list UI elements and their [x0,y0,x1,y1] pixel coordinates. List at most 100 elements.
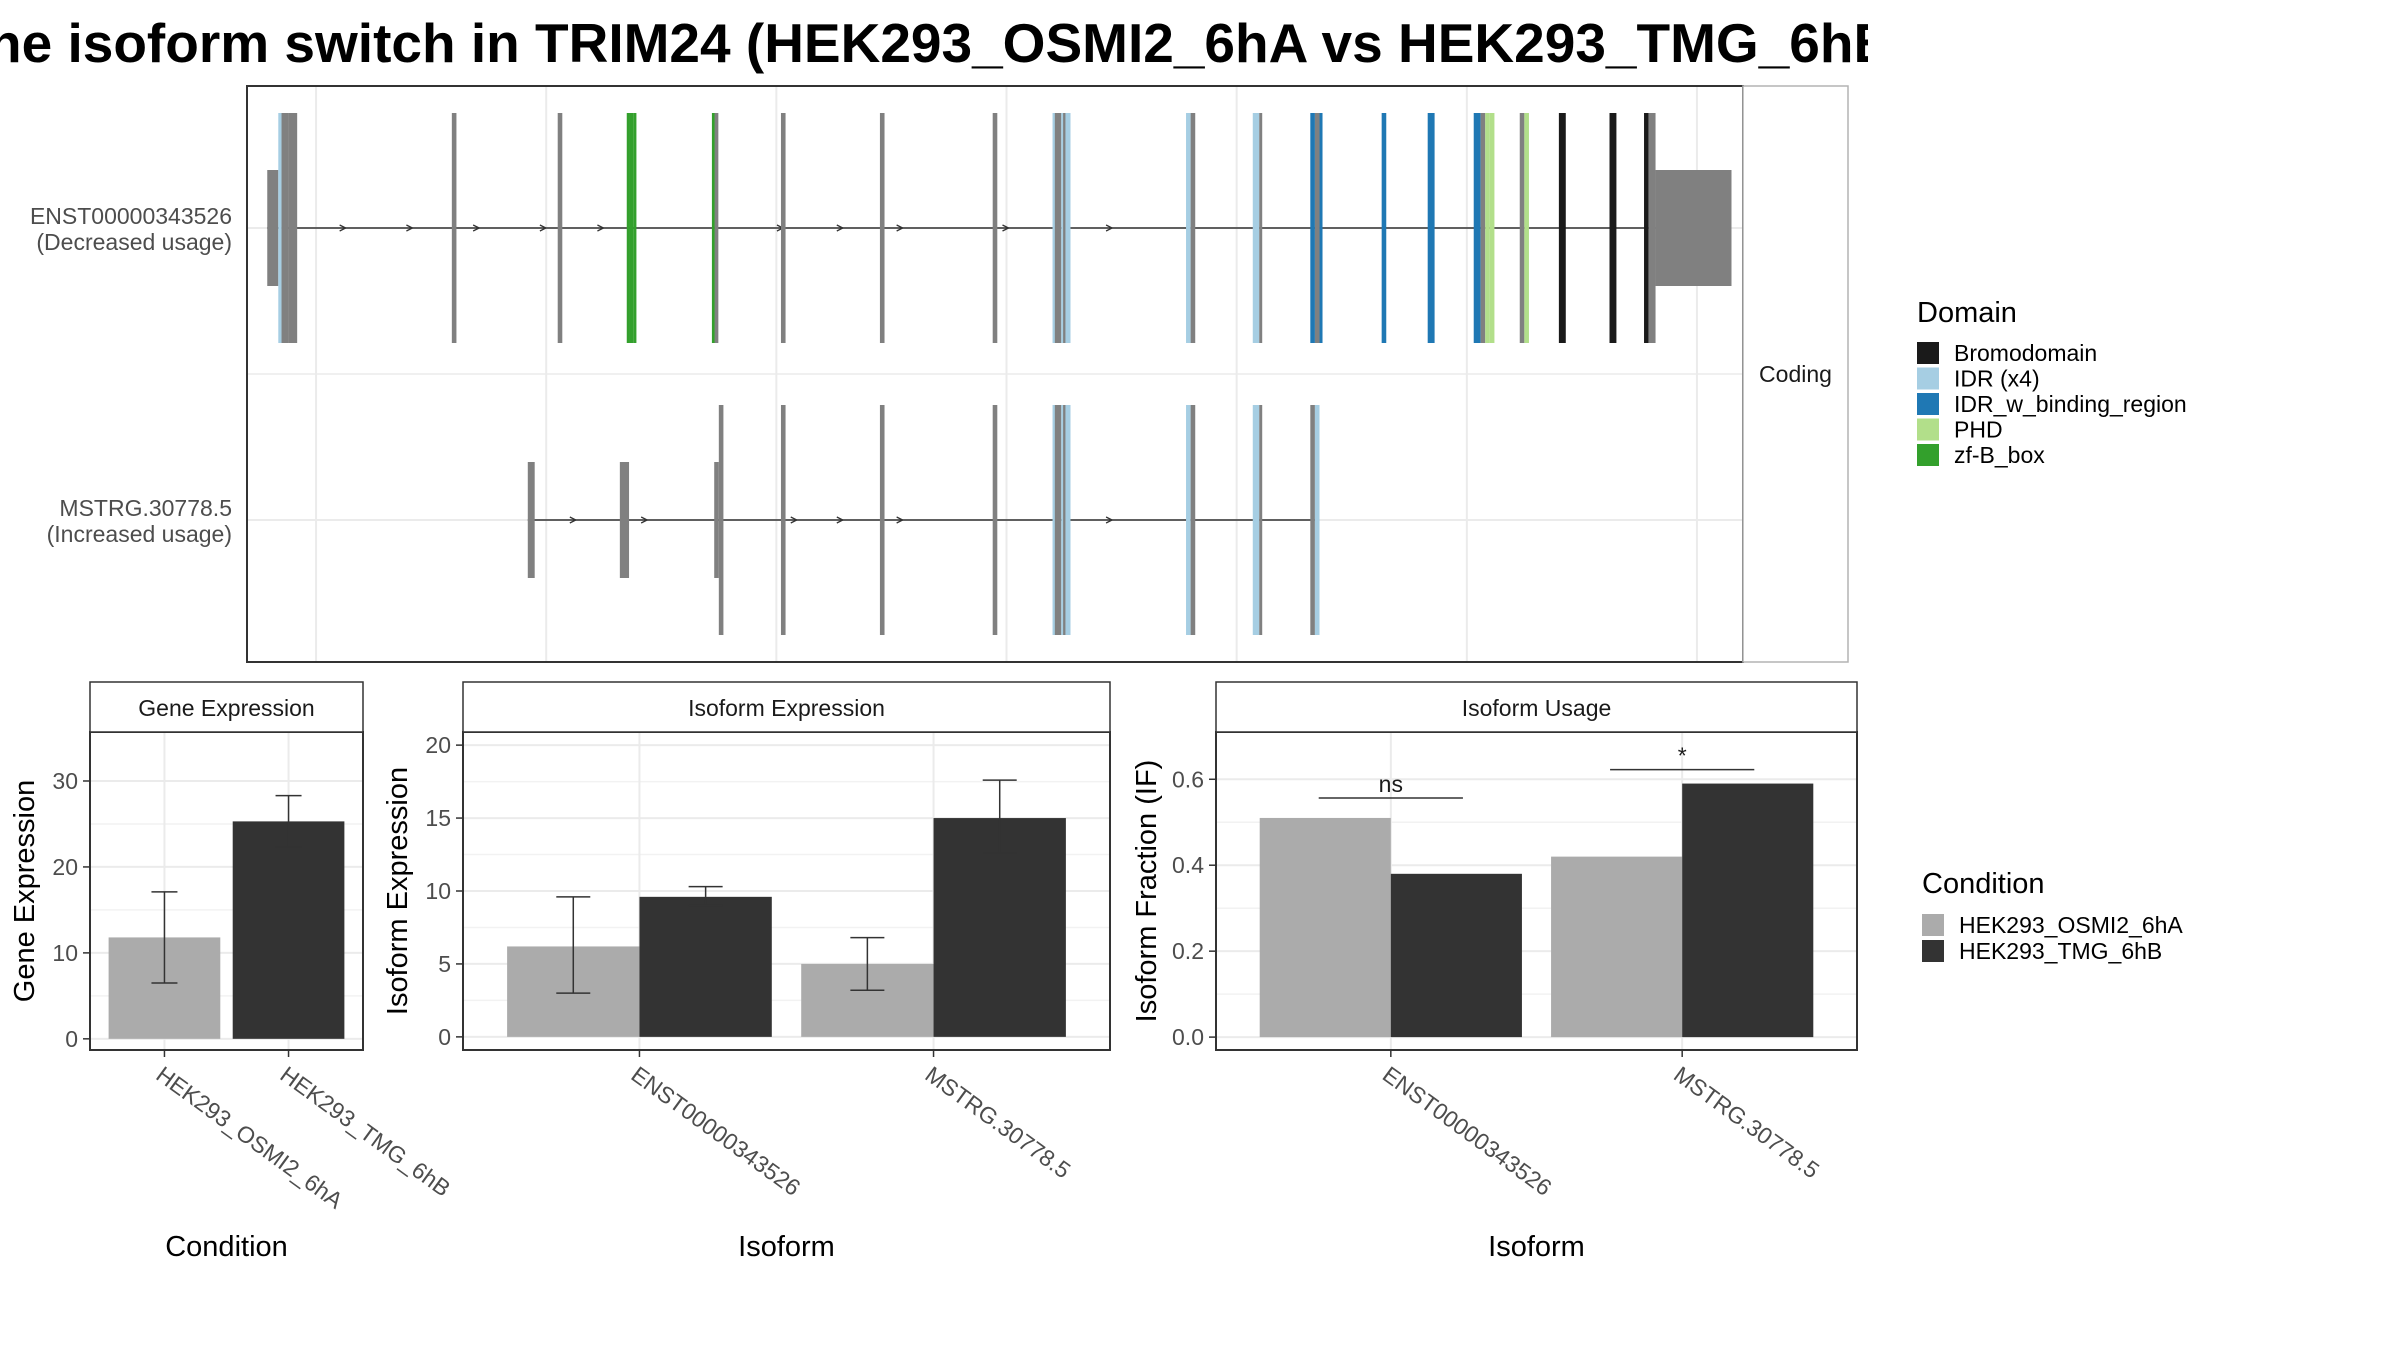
legend-label: HEK293_TMG_6hB [1959,938,2162,964]
x-tick-label: MSTRG.30778.5 [1669,1061,1824,1183]
exon [1310,405,1315,635]
exon [780,405,786,635]
domain-exon [1489,113,1495,343]
strand-arrow [1105,516,1114,524]
significance-label: ns [1379,771,1403,797]
transcript-row: ENST00000343526(Decreased usage) [30,113,1732,343]
exon [1259,113,1263,343]
exon [1314,113,1320,343]
transcript-usage-label: (Increased usage) [47,521,232,547]
exon [1054,405,1062,635]
domain-exon [1052,113,1056,343]
domain-exon [1319,113,1323,343]
exon [992,405,998,635]
x-axis-title: Condition [165,1231,288,1263]
domain-exon [1065,113,1071,343]
legend-key [1922,914,1944,936]
y-axis-title: Gene Expression [9,780,41,1002]
legend-title: Condition [1922,868,2045,900]
y-tick-label: 0.2 [1172,938,1204,964]
utr-exon [267,170,279,286]
domain-exon [711,113,715,343]
y-tick-label: 0 [65,1026,78,1052]
exon [1519,113,1525,343]
legend-key [1917,444,1939,466]
exon [714,113,719,343]
domain-exon [1310,113,1315,343]
exon [1480,113,1486,343]
strand-arrow [1002,224,1010,232]
strand-arrow [406,224,414,232]
exon [451,113,457,343]
legend-label: zf-B_box [1954,442,2045,468]
y-tick-label: 0 [438,1024,451,1050]
utr-exon [1655,170,1732,286]
facet-label: Coding [1759,361,1832,387]
y-tick-label: 0.4 [1172,852,1204,878]
exon [992,113,998,343]
strand-arrow [1105,224,1114,232]
y-tick-label: 20 [425,732,451,758]
strand-arrow [896,224,905,232]
legend-label: IDR (x4) [1954,366,2040,392]
facet-label: Gene Expression [138,695,314,721]
exon [1063,405,1067,635]
legend-key [1917,393,1939,415]
transcript-usage-label: (Decreased usage) [36,229,232,255]
domain-exon [1061,405,1065,635]
exon [879,405,885,635]
y-tick-label: 20 [52,854,78,880]
legend-key [1917,367,1939,390]
x-tick-label: ENST00000343526 [1378,1061,1557,1201]
exon [1063,113,1067,343]
bar [639,896,772,1037]
exon [780,113,786,343]
strand-arrow [640,516,649,524]
facet-strip [1742,85,1849,663]
strand-arrow [836,224,845,232]
legend-label: HEK293_OSMI2_6hA [1959,912,2183,938]
strand-arrow [836,516,845,524]
facet-label: Isoform Usage [1462,695,1612,721]
strand-arrow [597,224,605,232]
domain-exon [633,113,637,343]
transcript-panel: ENST00000343526(Decreased usage) MSTRG.30… [30,85,1849,663]
strand-arrow [569,516,578,524]
domain-exon [1314,405,1320,635]
domain-exon [1186,113,1191,343]
significance-label: * [1678,743,1687,769]
domain-exon [1427,113,1435,343]
utr-exon [714,462,719,578]
exon [557,113,563,343]
legend-key [1922,940,1944,962]
exon [718,405,724,635]
strand-arrow [896,516,905,524]
exon [1648,113,1656,343]
facet-label: Isoform Expression [688,695,885,721]
domain-exon [1485,113,1490,343]
domain-exon [1473,113,1481,343]
domain-exon [1252,113,1260,343]
bar-panel: Isoform Expression 0 5 10 15 20 ENST0000034352… [382,681,1111,1263]
y-tick-label: 5 [438,951,451,977]
utr-exon [527,462,535,578]
transcript-label: MSTRG.30778.5 [59,495,232,521]
transcript-label: ENST00000343526 [30,203,232,229]
facet-strip [462,681,1111,733]
facet-strip [1215,681,1858,733]
domain-exon [1644,113,1649,343]
y-tick-label: 30 [52,768,78,794]
domain-exon [1381,113,1387,343]
exon [1054,113,1062,343]
bar [1551,856,1683,1038]
bar [933,818,1066,1037]
exon [288,113,298,343]
y-axis-title: Isoform Expression [382,767,414,1015]
legend-label: Bromodomain [1954,340,2097,366]
domain-exon [1061,113,1065,343]
x-axis-title: Isoform [738,1231,835,1263]
legend-title: Domain [1917,297,2017,329]
